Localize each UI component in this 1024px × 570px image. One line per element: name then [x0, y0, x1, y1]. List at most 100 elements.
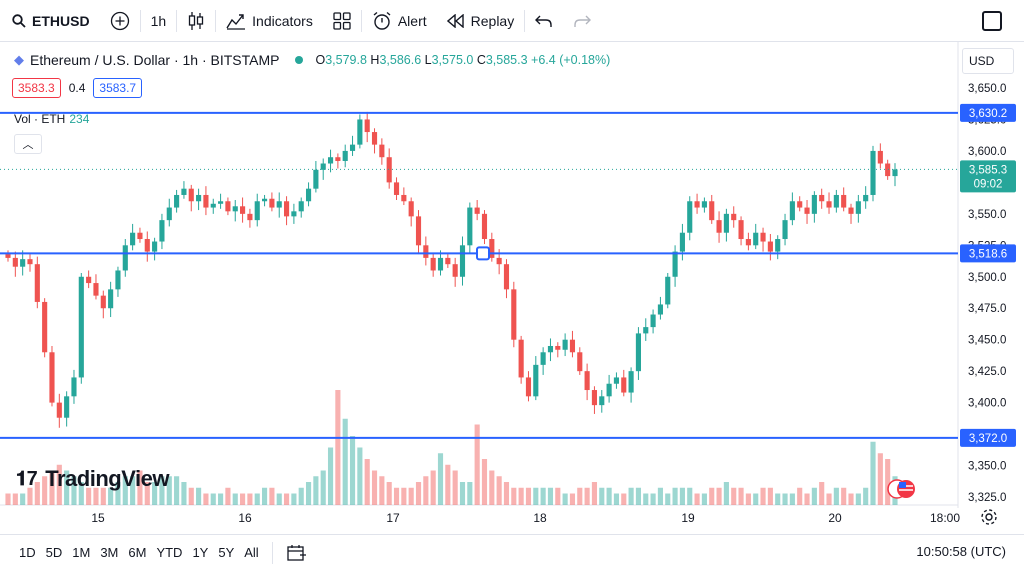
volume-bar [437, 453, 444, 505]
volume-bar [240, 493, 246, 505]
volume-bar [64, 470, 70, 505]
volume-bar [709, 487, 715, 505]
volume-bar [49, 470, 55, 505]
volume-bar [78, 482, 84, 505]
candle-body [694, 201, 700, 208]
candle-body [892, 169, 898, 177]
volume-bar [335, 390, 341, 505]
candle-body [789, 201, 795, 221]
volume-bar [797, 487, 803, 505]
candle-body [393, 182, 400, 195]
candle-body [430, 257, 436, 271]
range-1y[interactable]: 1Y [192, 545, 209, 560]
candle-body [833, 194, 839, 208]
volume-bar [144, 482, 150, 505]
candle-body [760, 232, 766, 242]
x-tick-label: 16 [238, 511, 252, 525]
low-value: 3,575.0 [431, 53, 474, 67]
utc-clock[interactable]: 10:50:58 (UTC) [916, 544, 1006, 559]
volume-bar [225, 487, 231, 505]
volume-bar [525, 487, 532, 505]
alert-button[interactable]: Alert [362, 0, 437, 42]
candle-body [298, 201, 304, 212]
range-6m[interactable]: 6M [128, 545, 147, 560]
volume-bar [701, 493, 707, 505]
volume-bar [210, 493, 216, 505]
range-all[interactable]: All [244, 545, 259, 560]
volume-bar [262, 487, 268, 505]
bottom-toolbar: 1D 5D 1M 3M 6M YTD 1Y 5Y All 10:50:58 (U… [0, 534, 1024, 570]
candle-body [254, 201, 260, 221]
candle-body [767, 241, 773, 252]
volume-bar [518, 487, 524, 505]
alert-label: Alert [397, 12, 427, 29]
currency-label: USD [969, 54, 995, 68]
indicators-label: Indicators [252, 12, 313, 29]
rewind-icon [446, 13, 464, 28]
volume-bar [34, 482, 40, 505]
candle-body [188, 188, 194, 202]
calendar-goto-icon[interactable] [287, 544, 307, 562]
layout-select-button[interactable] [982, 11, 1002, 31]
candle-body [401, 194, 407, 202]
volume-bar [496, 476, 502, 505]
candle-body [445, 257, 451, 265]
candle-body [262, 198, 268, 202]
candle-body [503, 264, 510, 290]
volume-bar [745, 493, 751, 505]
range-1d[interactable]: 1D [19, 545, 36, 560]
volume-bar [613, 493, 620, 505]
indicators-button[interactable]: Indicators [216, 0, 323, 42]
search-icon [12, 13, 26, 28]
volume-bar [679, 487, 685, 505]
candle-body [42, 301, 48, 353]
toolbar-divider [139, 9, 141, 32]
candle-body [635, 333, 641, 372]
collapse-legend-button[interactable]: ︿ [14, 134, 42, 154]
gear-icon[interactable] [980, 508, 998, 526]
volume-bar [503, 482, 510, 505]
volume-bar [71, 476, 77, 505]
volume-bar [533, 487, 539, 505]
line-drag-handle [476, 246, 490, 261]
symbol-search-button[interactable]: ETHUSD [0, 0, 100, 42]
volume-bar [760, 487, 766, 505]
range-5y[interactable]: 5Y [218, 545, 235, 560]
volume-bar [848, 493, 854, 505]
sell-button[interactable]: 3583.3 [12, 78, 61, 98]
volume-bar [789, 493, 795, 505]
volume-bar [547, 487, 554, 505]
candle-body [885, 163, 891, 177]
buy-button[interactable]: 3583.7 [93, 78, 143, 98]
candle-body [130, 232, 136, 246]
price-chart[interactable]: 3,325.03,350.03,375.03,400.03,425.03,450… [0, 42, 1024, 534]
tv-mark-icon: 𝟏7 [16, 467, 38, 490]
range-3m[interactable]: 3M [100, 545, 119, 560]
compare-symbol-button[interactable] [100, 0, 140, 42]
price-line-badge [960, 244, 1016, 263]
volume-bar [731, 487, 737, 505]
candle-body [547, 345, 554, 353]
replay-button[interactable]: Replay [437, 0, 525, 42]
interval-button[interactable]: 1h [141, 0, 177, 42]
last-price-label: 3,585.3 [969, 164, 1007, 176]
currency-select[interactable]: USD [962, 48, 1014, 74]
undo-button[interactable] [525, 0, 563, 42]
candle-body [606, 383, 612, 397]
candle-body [467, 207, 473, 246]
tradingview-logo[interactable]: 𝟏7 TradingView [16, 466, 169, 492]
redo-button[interactable] [563, 0, 601, 42]
templates-button[interactable] [323, 0, 361, 42]
range-5d[interactable]: 5D [45, 545, 63, 560]
candle-body [335, 157, 341, 161]
volume-bar [42, 476, 48, 505]
candle-body [100, 295, 106, 309]
range-ytd[interactable]: YTD [156, 545, 183, 560]
price-line-label: 3,630.2 [969, 108, 1007, 120]
indicators-icon [226, 13, 246, 30]
chart-type-button[interactable] [177, 0, 215, 42]
volume-bar [481, 459, 488, 505]
range-1m[interactable]: 1M [72, 545, 91, 560]
candle-body [108, 289, 114, 309]
candle-body [371, 132, 378, 145]
